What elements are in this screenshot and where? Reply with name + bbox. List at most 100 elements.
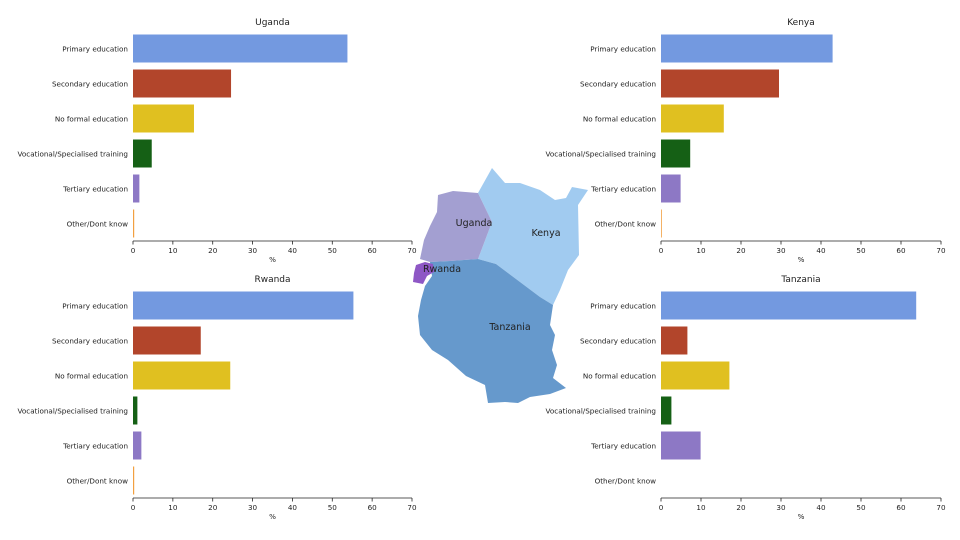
category-label: No formal education — [583, 115, 656, 124]
chart-title: Tanzania — [780, 275, 820, 285]
chart-title: Kenya — [787, 18, 815, 28]
x-tick-label: 60 — [896, 503, 906, 512]
x-tick-label: 50 — [856, 503, 866, 512]
x-tick-label: 0 — [659, 246, 664, 255]
x-tick-label: 50 — [328, 246, 338, 255]
category-label: Tertiary education — [590, 185, 656, 194]
bar-tertiary-education — [661, 431, 701, 460]
x-tick-label: 50 — [856, 246, 866, 255]
bar-primary-education — [133, 291, 354, 320]
category-label: Tertiary education — [590, 442, 656, 451]
category-label: Vocational/Specialised training — [546, 150, 656, 159]
bar-secondary-education — [661, 326, 688, 355]
bar-other-dont-know — [661, 209, 662, 238]
chart-title: Uganda — [255, 18, 290, 28]
category-label: Vocational/Specialised training — [18, 150, 128, 159]
bar-vocational-specialised-training — [133, 139, 152, 168]
bar-no-formal-education — [133, 104, 194, 133]
bar-vocational-specialised-training — [133, 396, 138, 425]
category-label: Primary education — [62, 45, 128, 54]
x-tick-label: 0 — [131, 246, 136, 255]
category-label: Vocational/Specialised training — [546, 407, 656, 416]
x-tick-label: 40 — [288, 246, 298, 255]
category-label: No formal education — [583, 372, 656, 381]
x-axis-label: % — [269, 512, 276, 521]
x-tick-label: 70 — [936, 246, 946, 255]
x-tick-label: 0 — [131, 503, 136, 512]
category-label: Other/Dont know — [595, 477, 657, 486]
x-tick-label: 40 — [816, 246, 826, 255]
chart-tanzania: Tanzania Primary education Secondary educa… — [546, 275, 946, 521]
x-tick-label: 30 — [248, 246, 258, 255]
category-label: Vocational/Specialised training — [18, 407, 128, 416]
x-tick-label: 20 — [208, 246, 218, 255]
x-axis-label: % — [798, 512, 805, 521]
map-label-kenya: Kenya — [531, 228, 560, 239]
category-label: No formal education — [55, 372, 128, 381]
category-label: Tertiary education — [62, 442, 128, 451]
map-region-rwanda — [413, 262, 434, 284]
bar-primary-education — [661, 291, 917, 320]
x-tick-label: 10 — [168, 246, 178, 255]
x-tick-label: 30 — [776, 246, 786, 255]
x-tick-label: 20 — [736, 246, 746, 255]
bar-no-formal-education — [133, 361, 231, 390]
bar-vocational-specialised-training — [661, 139, 691, 168]
x-tick-label: 0 — [659, 503, 664, 512]
x-tick-label: 40 — [288, 503, 298, 512]
x-tick-label: 70 — [936, 503, 946, 512]
category-label: Secondary education — [580, 337, 656, 346]
bar-secondary-education — [133, 69, 232, 98]
map-region-uganda — [420, 191, 492, 262]
bar-vocational-specialised-training — [661, 396, 672, 425]
bar-charts: Uganda Primary education Secondary educati… — [18, 18, 946, 521]
category-label: Tertiary education — [62, 185, 128, 194]
map-label-uganda: Uganda — [456, 218, 493, 229]
bar-tertiary-education — [133, 174, 140, 203]
category-label: Primary education — [62, 302, 128, 311]
chart-rwanda: Rwanda Primary education Secondary educati… — [18, 275, 417, 521]
bar-no-formal-education — [661, 104, 724, 133]
x-axis-label: % — [798, 255, 805, 264]
map-region-kenya — [478, 168, 588, 305]
category-label: Other/Dont know — [67, 477, 129, 486]
bar-other-dont-know — [133, 209, 135, 238]
category-label: Primary education — [590, 45, 656, 54]
chart-kenya: Kenya Primary education Secondary educatio… — [546, 18, 946, 264]
bar-no-formal-education — [661, 361, 730, 390]
bar-secondary-education — [133, 326, 201, 355]
x-tick-label: 20 — [208, 503, 218, 512]
map-label-rwanda: Rwanda — [423, 264, 461, 275]
map-label-tanzania: Tanzania — [488, 322, 530, 333]
map-region-tanzania — [418, 259, 566, 403]
x-tick-label: 10 — [696, 503, 706, 512]
x-tick-label: 30 — [248, 503, 258, 512]
x-tick-label: 60 — [896, 246, 906, 255]
category-label: Secondary education — [52, 80, 128, 89]
x-axis-label: % — [269, 255, 276, 264]
chart-title: Rwanda — [254, 275, 290, 285]
x-tick-label: 60 — [368, 246, 378, 255]
category-label: Other/Dont know — [595, 220, 657, 229]
bar-tertiary-education — [661, 174, 681, 203]
category-label: Primary education — [590, 302, 656, 311]
x-tick-label: 20 — [736, 503, 746, 512]
x-tick-label: 30 — [776, 503, 786, 512]
x-tick-label: 60 — [368, 503, 378, 512]
x-tick-label: 50 — [328, 503, 338, 512]
category-label: Secondary education — [580, 80, 656, 89]
x-tick-label: 10 — [168, 503, 178, 512]
category-label: No formal education — [55, 115, 128, 124]
x-tick-label: 70 — [407, 503, 417, 512]
bar-primary-education — [661, 34, 833, 63]
x-tick-label: 70 — [407, 246, 417, 255]
bar-primary-education — [133, 34, 348, 63]
chart-uganda: Uganda Primary education Secondary educati… — [18, 18, 417, 264]
bar-other-dont-know — [133, 466, 135, 495]
x-tick-label: 40 — [816, 503, 826, 512]
bar-secondary-education — [661, 69, 779, 98]
east-africa-map: Uganda Kenya Rwanda Tanzania — [413, 168, 588, 403]
category-label: Other/Dont know — [67, 220, 129, 229]
category-label: Secondary education — [52, 337, 128, 346]
